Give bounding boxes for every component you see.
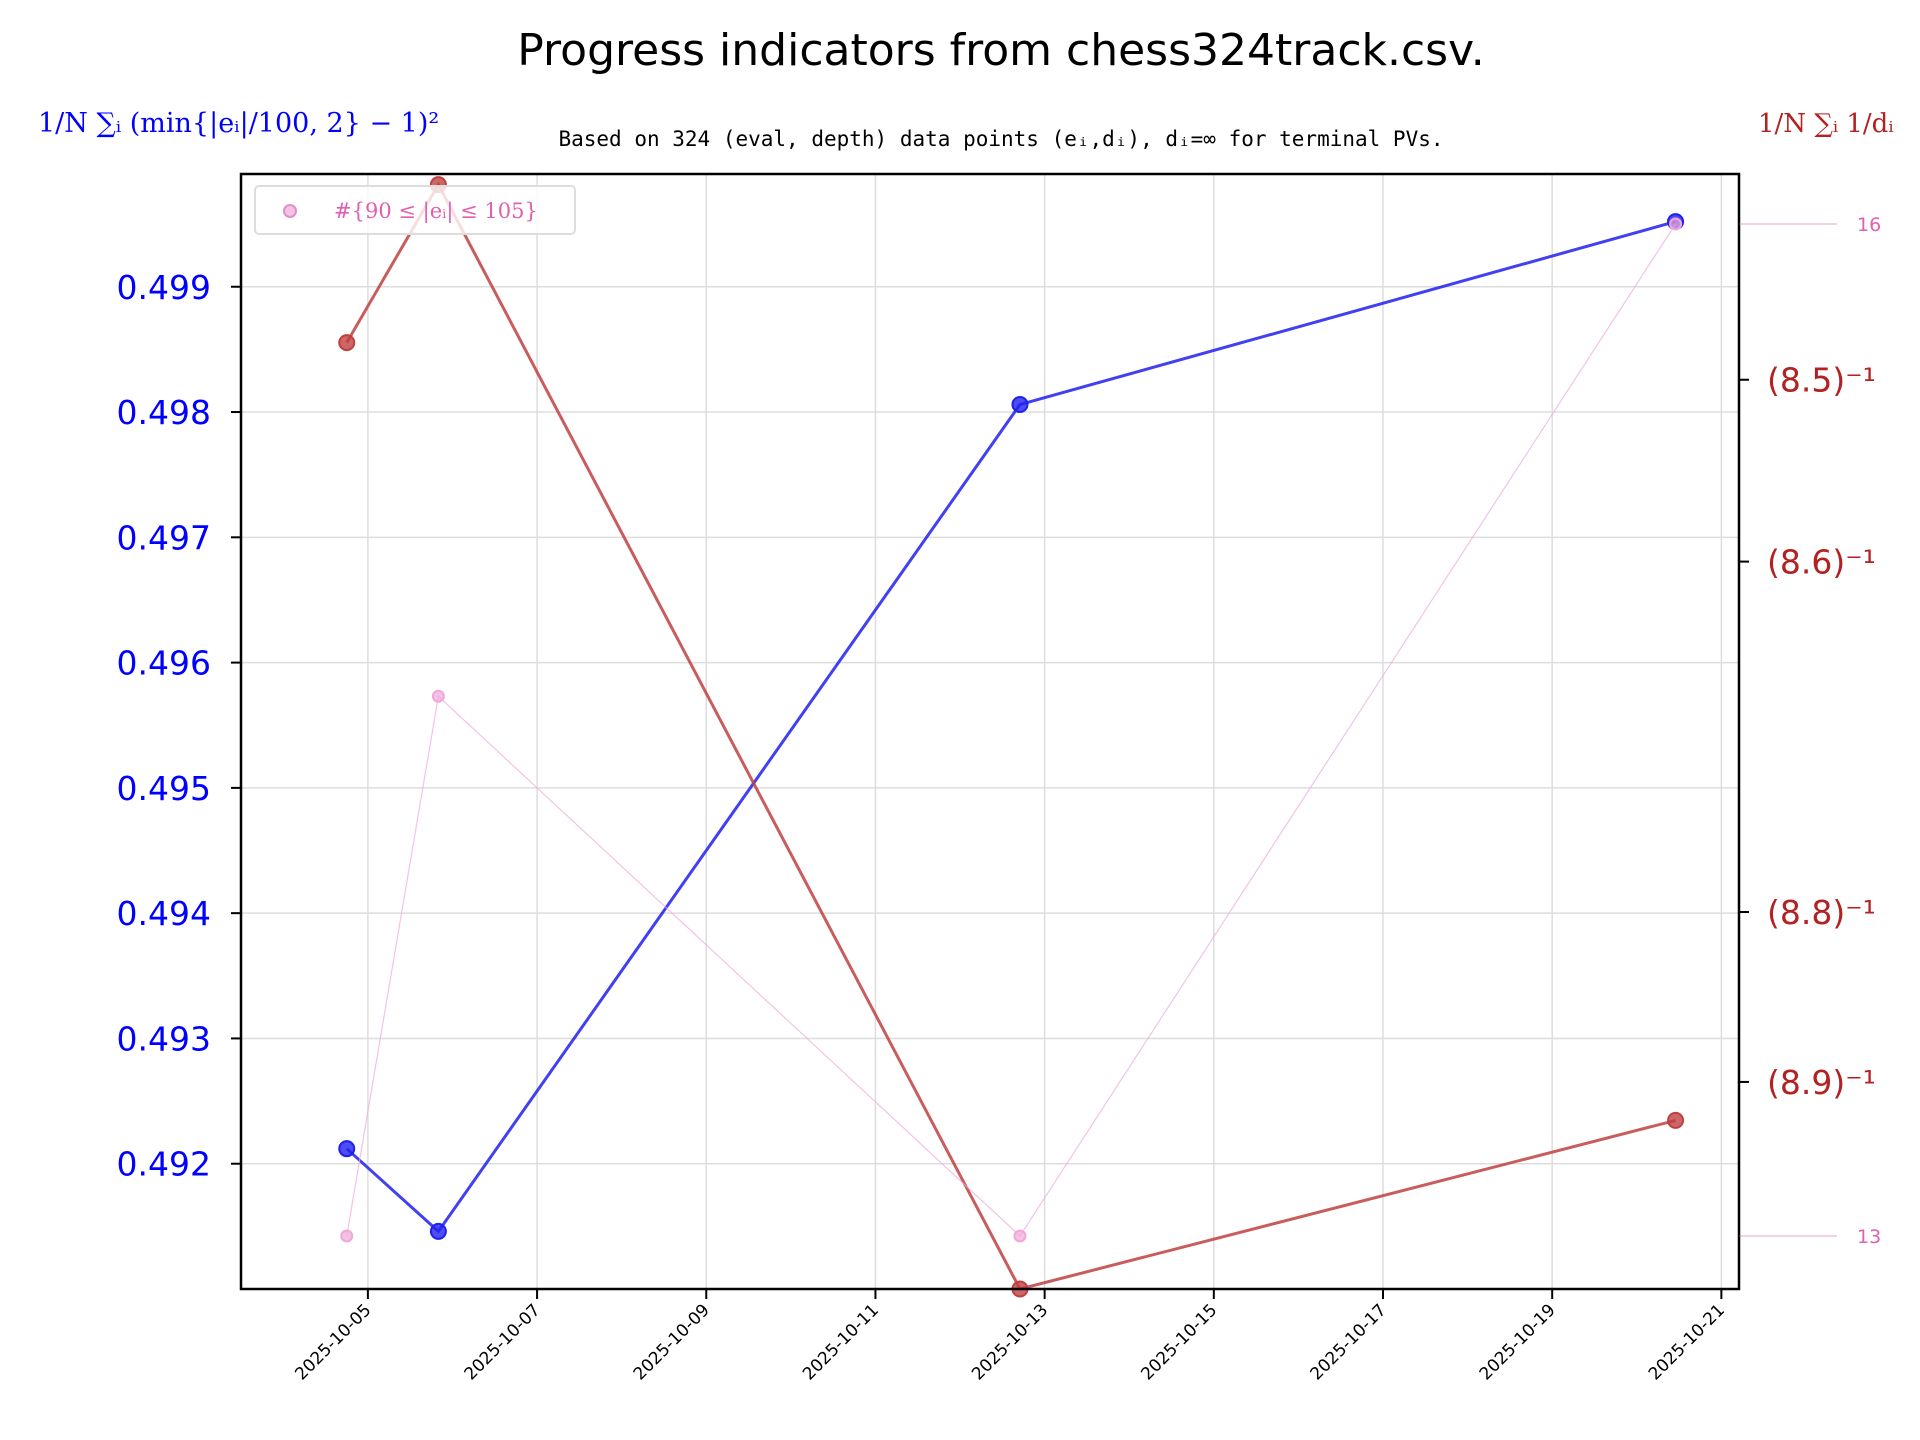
x-tick-label: 2025-10-19 — [1476, 1300, 1560, 1384]
left-tick-label: 0.496 — [117, 644, 211, 683]
right-axis-label: 1/N ∑ᵢ 1/dᵢ — [1758, 109, 1894, 139]
x-axis: 2025-10-05 2025-10-07 2025-10-09 2025-10-11… — [291, 1289, 1729, 1384]
series-point-left — [338, 1140, 356, 1158]
series-point-count — [1013, 1229, 1027, 1243]
legend-entry: #{90 ≤ |eᵢ| ≤ 105} — [334, 199, 538, 224]
x-tick-label: 2025-10-13 — [968, 1300, 1052, 1384]
left-tick-label: 0.499 — [117, 268, 211, 307]
right-tick-label: (8.9)⁻¹ — [1767, 1063, 1876, 1102]
left-tick-label: 0.497 — [117, 518, 211, 557]
grid — [241, 174, 1739, 1289]
x-tick-label: 2025-10-07 — [461, 1300, 545, 1384]
series-line-left — [345, 220, 1676, 1234]
left-axis-label: 1/N ∑ᵢ (min{|eᵢ|/100, 2} − 1)² — [38, 108, 439, 139]
x-tick-label: 2025-10-05 — [291, 1300, 375, 1384]
series-line-right — [345, 181, 1676, 1291]
left-axis: 0.492 0.493 0.494 0.495 0.496 0.497 0.498 0.499 — [117, 268, 241, 1184]
series-point-right — [1667, 1111, 1685, 1129]
chart-subtitle: Based on 324 (eval, depth) data points (… — [558, 127, 1443, 151]
x-tick-label: 2025-10-15 — [1137, 1300, 1221, 1384]
left-tick-label: 0.493 — [117, 1019, 211, 1058]
right-axis: (8.5)⁻¹ (8.6)⁻¹ (8.8)⁻¹ (8.9)⁻¹ — [1739, 361, 1876, 1102]
x-tick-label: 2025-10-17 — [1307, 1300, 1391, 1384]
right-tick-label: (8.5)⁻¹ — [1767, 361, 1876, 400]
series-layer — [338, 176, 1685, 1298]
left-tick-label: 0.498 — [117, 393, 211, 432]
count-tick-label: 13 — [1857, 1226, 1881, 1248]
legend: #{90 ≤ |eᵢ| ≤ 105} — [254, 185, 576, 235]
series-point-left — [1011, 396, 1029, 414]
x-tick-label: 2025-10-21 — [1645, 1300, 1729, 1384]
series-point-count — [431, 689, 445, 703]
chart-title: Progress indicators from chess324track.c… — [517, 25, 1484, 76]
series-point-right — [338, 334, 356, 352]
x-tick-label: 2025-10-11 — [799, 1300, 883, 1384]
series-point-count — [1669, 217, 1683, 231]
left-tick-label: 0.492 — [117, 1145, 211, 1184]
series-point-left — [429, 1222, 447, 1240]
left-tick-label: 0.494 — [117, 894, 211, 933]
series-point-count — [340, 1229, 354, 1243]
right-tick-label: (8.6)⁻¹ — [1767, 543, 1876, 582]
plot-frame — [239, 172, 1741, 1291]
left-tick-label: 0.495 — [117, 769, 211, 808]
right-tick-label: (8.8)⁻¹ — [1767, 893, 1876, 932]
series-line-count — [346, 223, 1677, 1237]
legend-marker — [283, 204, 297, 218]
count-tick-label: 16 — [1857, 214, 1881, 236]
legend-box — [254, 185, 576, 235]
x-tick-label: 2025-10-09 — [630, 1300, 714, 1384]
